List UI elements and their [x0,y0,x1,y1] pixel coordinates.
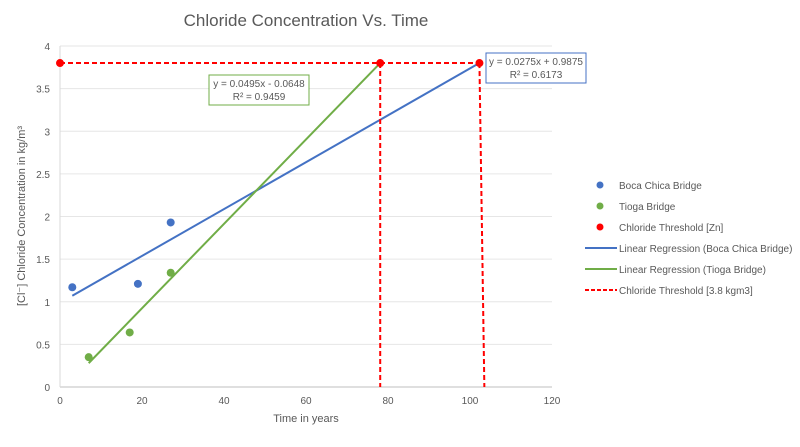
threshold-line [478,63,486,388]
x-tick-label: 80 [382,396,394,407]
y-tick-label: 3 [44,127,50,138]
y-tick-label: 2 [44,213,50,224]
data-point [475,59,484,68]
x-tick-label: 100 [462,396,479,407]
annotation-boca-eq: y = 0.0275x + 0.9875 [489,57,583,68]
y-tick-label: 4 [44,42,50,53]
legend-label: Linear Regression (Boca Chica Bridge) [619,244,792,255]
x-tick-label: 40 [218,396,230,407]
data-point [166,268,175,277]
tick-labels: 00.511.522.533.540 20 40 60 80 100 120 [36,42,561,407]
legend: Boca Chica Bridge Tioga Bridge Chloride Th… [585,181,792,297]
x-tick-label: 20 [136,396,148,407]
annotation-boca-r2: R² = 0.6173 [510,70,563,81]
y-tick-label: 0.5 [36,340,50,351]
legend-marker [596,223,604,231]
data-point [376,59,385,68]
y-tick-label: 3.5 [36,85,50,96]
legend-label: Tioga Bridge [619,202,676,213]
annotation-tioga-r2: R² = 0.9459 [233,92,286,103]
y-tick-label: 0 [44,383,50,394]
y-axis-label: [Cl⁻] Chloride Concentration in kg/m³ [16,126,28,306]
plot-marks [56,59,486,388]
legend-label: Linear Regression (Tioga Bridge) [619,265,766,276]
legend-item: Linear Regression (Tioga Bridge) [585,265,766,276]
x-axis-label: Time in years [273,413,339,425]
legend-item: Tioga Bridge [596,202,676,213]
data-point [166,218,175,227]
regression-line [71,62,480,297]
data-point [56,59,64,68]
legend-item: Chloride Threshold [3.8 kgm3] [585,286,753,297]
legend-label: Chloride Threshold [Zn] [619,223,724,234]
x-tick-label: 60 [300,396,312,407]
data-point [125,328,134,337]
gridlines [59,45,552,388]
legend-label: Chloride Threshold [3.8 kgm3] [619,286,753,297]
annotation-tioga: y = 0.0495x - 0.0648 R² = 0.9459 [208,74,310,106]
annotation-tioga-eq: y = 0.0495x - 0.0648 [213,79,305,90]
legend-item: Boca Chica Bridge [596,181,702,192]
y-tick-label: 1.5 [36,255,50,266]
legend-label: Boca Chica Bridge [619,181,702,192]
legend-item: Chloride Threshold [Zn] [596,223,724,234]
legend-marker [596,202,604,210]
legend-item: Linear Regression (Boca Chica Bridge) [585,244,792,255]
x-tick-label: 0 [57,396,63,407]
data-point [68,283,77,292]
regression-line [87,62,381,364]
data-point [84,353,93,362]
annotation-boca: y = 0.0275x + 0.9875 R² = 0.6173 [485,52,587,84]
legend-marker [596,181,604,189]
y-tick-label: 1 [44,298,50,309]
x-tick-label: 120 [544,396,561,407]
data-point [133,279,142,288]
y-tick-label: 2.5 [36,170,50,181]
chart-title: Chloride Concentration Vs. Time [184,11,429,30]
